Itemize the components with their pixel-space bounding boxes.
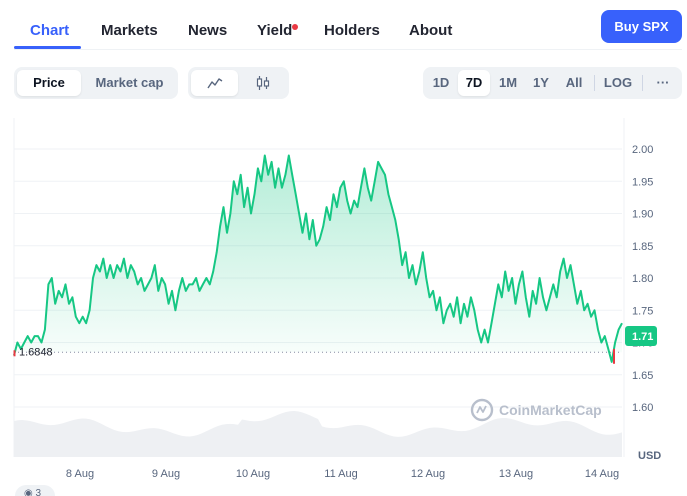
y-tick-label: 1.90 bbox=[632, 209, 653, 221]
current-price-tag: 1.71 bbox=[625, 326, 657, 347]
new-badge-dot bbox=[292, 24, 298, 30]
open-price-label: 1.6848 bbox=[19, 346, 53, 358]
log-toggle[interactable]: LOG bbox=[603, 75, 633, 90]
range-toggle: 1D 7D 1M 1Y All LOG ··· bbox=[423, 67, 682, 99]
x-tick-label: 10 Aug bbox=[236, 468, 270, 480]
watermark: CoinMarketCap bbox=[470, 398, 602, 422]
x-tick-label: 12 Aug bbox=[411, 468, 445, 480]
tab-chart[interactable]: Chart bbox=[30, 22, 70, 39]
bottom-badge-count: 3 bbox=[35, 488, 42, 496]
x-tick-label: 11 Aug bbox=[324, 468, 357, 480]
range-1y[interactable]: 1Y bbox=[533, 75, 549, 90]
tab-news[interactable]: News bbox=[188, 22, 228, 39]
tab-bar: Chart Markets News Yield Holders About bbox=[14, 10, 687, 50]
tab-holders[interactable]: Holders bbox=[324, 22, 380, 39]
more-icon[interactable]: ··· bbox=[656, 75, 670, 90]
tab-divider bbox=[14, 49, 682, 50]
bottom-badge[interactable]: ◉ 3 bbox=[15, 485, 55, 496]
price-chart[interactable]: CoinMarketCap 1.6848 2.00 1.95 1.90 1.85 1.8… bbox=[0, 110, 687, 496]
candlestick-icon bbox=[256, 76, 270, 90]
coinmarketcap-logo-icon bbox=[470, 398, 494, 422]
y-axis: 2.001.951.901.851.801.751.701.651.60 bbox=[632, 144, 653, 414]
price-area-fill bbox=[14, 155, 622, 362]
range-divider bbox=[594, 75, 595, 91]
x-tick-label: 9 Aug bbox=[152, 468, 180, 480]
y-tick-label: 1.60 bbox=[632, 402, 653, 414]
currency-label: USD bbox=[638, 450, 661, 462]
tab-about[interactable]: About bbox=[409, 22, 453, 39]
tab-yield[interactable]: Yield bbox=[257, 22, 293, 39]
x-axis: 8 Aug 9 Aug 10 Aug 11 Aug 12 Aug 13 Aug 14 Aug bbox=[66, 468, 619, 480]
range-1m[interactable]: 1M bbox=[498, 75, 518, 90]
price-option[interactable]: Price bbox=[17, 70, 81, 96]
market-cap-option[interactable]: Market cap bbox=[95, 75, 164, 90]
price-line bbox=[13, 154, 623, 363]
y-tick-label: 1.80 bbox=[632, 273, 653, 285]
volume-silhouette bbox=[14, 411, 622, 457]
y-tick-label: 1.85 bbox=[632, 241, 653, 253]
line-chart-icon bbox=[206, 78, 222, 89]
tab-markets[interactable]: Markets bbox=[101, 22, 158, 39]
x-tick-label: 14 Aug bbox=[585, 468, 619, 480]
range-divider-2 bbox=[642, 75, 643, 91]
y-tick-label: 2.00 bbox=[632, 144, 653, 156]
y-tick-label: 1.75 bbox=[632, 305, 653, 317]
x-tick-label: 13 Aug bbox=[499, 468, 533, 480]
volume-bars bbox=[14, 411, 622, 457]
price-chart-svg: CoinMarketCap 1.6848 2.00 1.95 1.90 1.85 1.8… bbox=[13, 118, 661, 480]
y-tick-label: 1.95 bbox=[632, 176, 653, 188]
x-tick-label: 8 Aug bbox=[66, 468, 94, 480]
range-7d[interactable]: 7D bbox=[458, 70, 490, 96]
watermark-text: CoinMarketCap bbox=[499, 402, 602, 418]
current-price-value: 1.71 bbox=[632, 331, 653, 343]
buy-button[interactable]: Buy SPX bbox=[601, 10, 682, 43]
candlestick-option[interactable] bbox=[240, 70, 286, 96]
eye-icon: ◉ bbox=[24, 488, 33, 496]
line-chart-option[interactable] bbox=[191, 70, 238, 96]
range-all[interactable]: All bbox=[565, 75, 583, 90]
y-tick-label: 1.65 bbox=[632, 370, 653, 382]
price-toggle: Price Market cap bbox=[14, 67, 178, 99]
chart-style-toggle bbox=[188, 67, 289, 99]
range-1d[interactable]: 1D bbox=[432, 75, 450, 90]
active-tab-indicator bbox=[14, 46, 81, 49]
